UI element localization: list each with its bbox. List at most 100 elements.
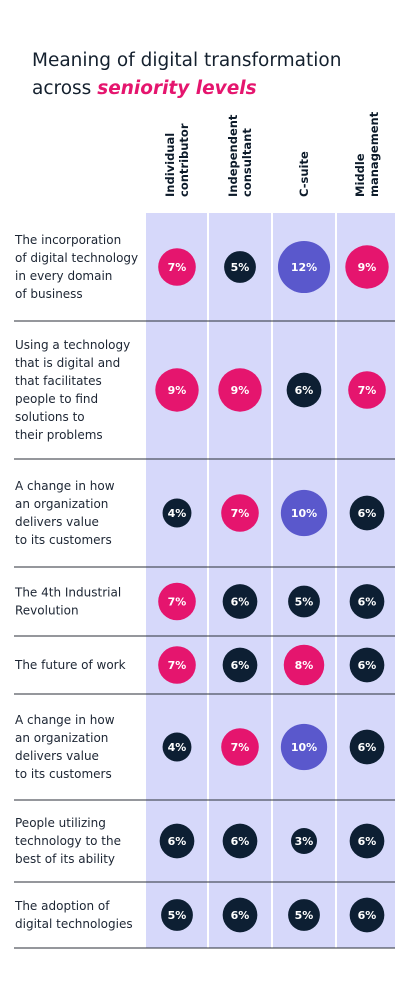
bubble-r2-c3	[286, 372, 322, 408]
row-label-3-line-4: to its customers	[15, 533, 112, 547]
bubble-r3-c4	[349, 495, 385, 531]
row-label-4-line-2: Revolution	[15, 604, 79, 618]
row-label-4-line-1: The 4th Industrial	[14, 586, 121, 600]
bubble-label-r3-c4: 6%	[358, 507, 377, 520]
bubble-label-r2-c3: 6%	[295, 384, 314, 397]
row-label-6-line-4: to its customers	[15, 767, 112, 781]
bubble-r2-c2	[218, 368, 262, 412]
bubble-label-r1-c4: 9%	[358, 261, 377, 274]
row-label-7-line-3: best of its ability	[15, 852, 115, 866]
bubble-r6-c2	[221, 728, 259, 766]
bubble-label-r5-c1: 7%	[168, 659, 187, 672]
bubble-r6-c4	[349, 729, 385, 765]
row-label-2-line-6: their problems	[15, 428, 103, 442]
bubble-label-r7-c4: 6%	[358, 835, 377, 848]
row-label-6-line-2: an organization	[15, 731, 108, 745]
bubble-label-r5-c4: 6%	[358, 659, 377, 672]
chart-title-line1: Meaning of digital transformation	[32, 50, 342, 71]
row-label-2-line-2: that is digital and	[15, 356, 120, 370]
chart-title-line2: across seniority levels	[32, 75, 392, 103]
bubble-label-r6-c4: 6%	[358, 741, 377, 754]
bubble-label-r3-c3: 10%	[291, 507, 317, 520]
bubble-r6-c1	[162, 732, 192, 762]
bubble-label-r5-c2: 6%	[231, 659, 250, 672]
column-header-3-line-1: C-suite	[297, 151, 311, 197]
bubble-r4-c3	[288, 585, 320, 618]
bubble-label-r8-c1: 5%	[168, 909, 187, 922]
column-header-2-line-2: consultant	[240, 128, 254, 197]
bubble-label-r4-c4: 6%	[358, 596, 377, 609]
row-label-1-line-2: of digital technology	[15, 251, 138, 265]
bubble-label-r1-c2: 5%	[231, 261, 250, 274]
bubble-r4-c1	[158, 582, 196, 621]
row-label-1-line-3: in every domain	[15, 269, 112, 283]
chart-title-emphasis: seniority levels	[97, 78, 257, 99]
bubble-label-r6-c2: 7%	[231, 741, 250, 754]
row-label-7-line-2: technology to the	[15, 834, 121, 848]
row-label-3-line-2: an organization	[15, 497, 108, 511]
bubble-r2-c4	[348, 371, 386, 409]
bubble-label-r2-c1: 9%	[168, 384, 187, 397]
bubble-r1-c2	[224, 251, 256, 283]
column-header-4-line-2: management	[367, 111, 381, 197]
row-label-3-line-1: A change in how	[15, 479, 115, 493]
bubble-r1-c1	[158, 248, 196, 286]
bubble-r1-c3	[277, 240, 331, 294]
bubble-label-r3-c2: 7%	[231, 507, 250, 520]
row-label-2-line-4: people to find	[15, 392, 98, 406]
bubble-r5-c1	[158, 646, 196, 684]
bubble-r7-c2	[222, 823, 258, 859]
bubble-r4-c4	[349, 584, 385, 619]
bubble-label-r8-c3: 5%	[295, 909, 314, 922]
bubble-r8-c4	[349, 897, 385, 933]
bubble-label-r1-c1: 7%	[168, 261, 187, 274]
row-label-1-line-1: The incorporation	[14, 233, 121, 247]
row-label-5-line-1: The future of work	[14, 658, 126, 672]
column-header-2-line-1: Independent	[226, 114, 240, 197]
bubble-label-r4-c2: 6%	[231, 596, 250, 609]
bubble-r6-c3	[280, 723, 328, 771]
bubble-label-r4-c1: 7%	[168, 596, 187, 609]
bubble-label-r7-c2: 6%	[231, 835, 250, 848]
bubble-r7-c1	[159, 823, 195, 859]
bubble-label-r2-c4: 7%	[358, 384, 377, 397]
bubble-r3-c3	[280, 489, 328, 537]
row-label-2-line-3: that facilitates	[15, 374, 102, 388]
bubble-r5-c4	[349, 647, 385, 683]
row-label-6-line-3: delivers value	[15, 749, 99, 763]
column-header-1-line-1: Individual	[163, 133, 177, 197]
row-label-8-line-2: digital technologies	[15, 917, 133, 931]
bubble-r8-c1	[161, 899, 193, 931]
column-header-4-line-1: Middle	[353, 153, 367, 197]
bubble-label-r5-c3: 8%	[295, 659, 314, 672]
bubble-label-r7-c3: 3%	[295, 835, 314, 848]
bubble-r8-c2	[222, 897, 258, 933]
bubble-label-r8-c4: 6%	[358, 909, 377, 922]
bubble-r5-c2	[222, 647, 258, 683]
row-label-8-line-1: The adoption of	[14, 899, 110, 913]
bubble-r7-c3	[291, 828, 317, 854]
bubble-r8-c3	[288, 899, 320, 931]
bubble-r3-c2	[221, 494, 259, 532]
bubble-label-r6-c3: 10%	[291, 741, 317, 754]
chart-title-prefix: across	[32, 78, 98, 99]
column-header-1-line-2: contributor	[177, 123, 191, 197]
bubble-r3-c1	[162, 498, 192, 528]
bubble-r5-c3	[283, 644, 325, 686]
row-label-2-line-5: solutions to	[15, 410, 85, 424]
row-label-3-line-3: delivers value	[15, 515, 99, 529]
bubble-label-r2-c2: 9%	[231, 384, 250, 397]
chart-title: Meaning of digital transformation across…	[32, 47, 392, 103]
column-band-3	[273, 213, 335, 948]
bubble-r2-c1	[155, 368, 199, 412]
bubble-r1-c4	[345, 245, 389, 289]
bubble-label-r4-c3: 5%	[295, 596, 314, 609]
bubble-label-r1-c3: 12%	[291, 261, 317, 274]
row-label-6-line-1: A change in how	[15, 713, 115, 727]
bubble-label-r3-c1: 4%	[168, 507, 187, 520]
row-label-2-line-1: Using a technology	[15, 338, 130, 352]
bubble-label-r6-c1: 4%	[168, 741, 187, 754]
bubble-label-r8-c2: 6%	[231, 909, 250, 922]
bubble-r7-c4	[349, 823, 385, 859]
